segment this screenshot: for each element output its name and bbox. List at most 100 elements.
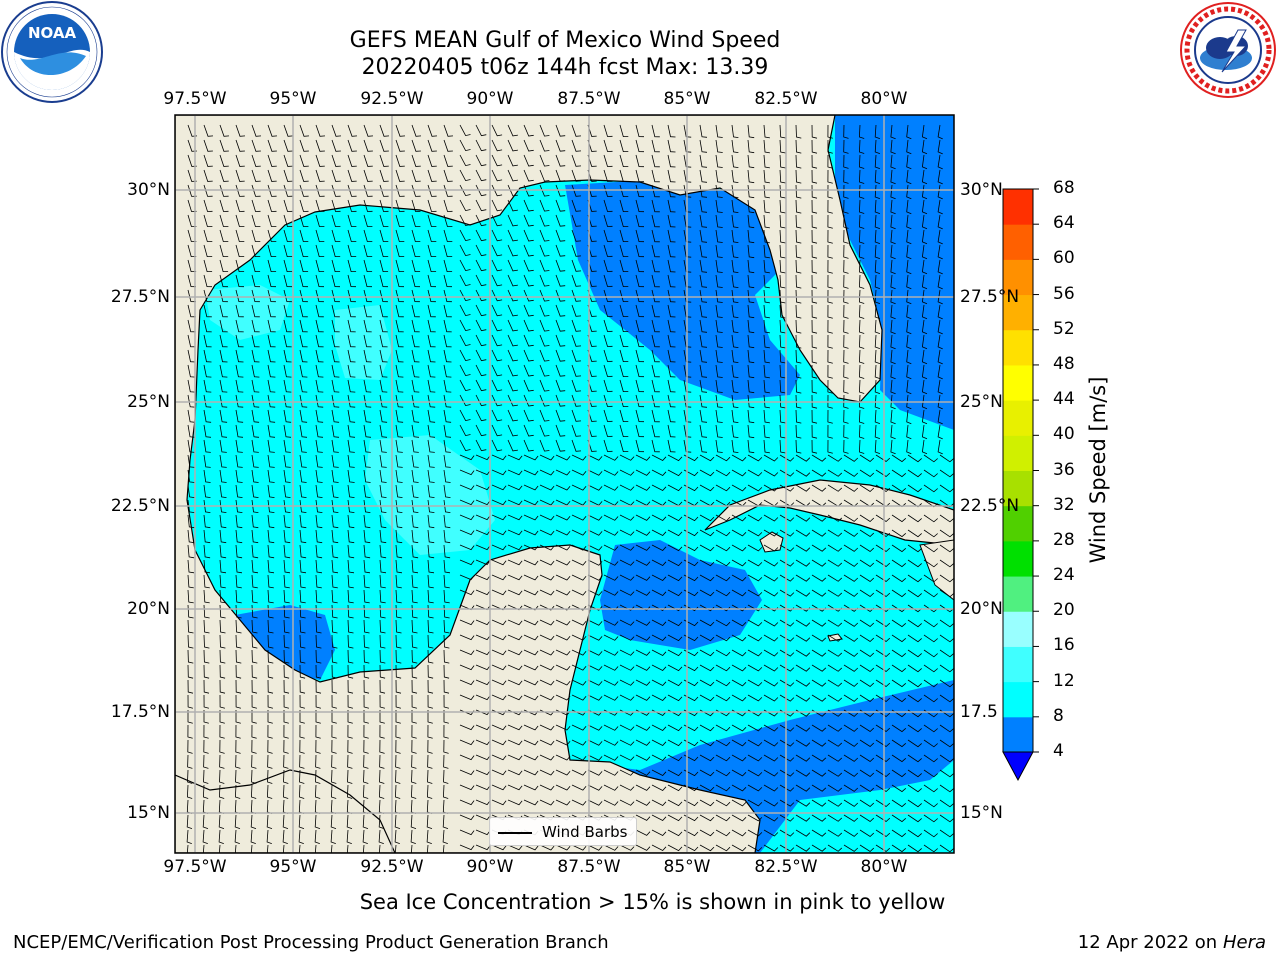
wind-barb [587, 619, 603, 626]
wind-barb [635, 439, 645, 453]
wind-barb [635, 844, 651, 851]
wind-barb [395, 544, 403, 559]
wind-barb [619, 724, 635, 731]
wind-barb [731, 409, 739, 423]
wind-barb [475, 409, 487, 422]
wind-barb [251, 694, 258, 709]
wind-barb [651, 259, 660, 273]
wind-barb [203, 499, 211, 513]
wind-barb [843, 169, 849, 184]
wind-barb [523, 499, 539, 506]
wind-barb [779, 304, 786, 319]
wind-barb [731, 184, 739, 198]
wind-barb [795, 514, 811, 522]
wind-barb [937, 349, 943, 365]
wind-barb [187, 424, 196, 438]
wind-barb [347, 424, 356, 438]
wind-barb [699, 424, 708, 438]
wind-barb [715, 364, 723, 378]
wind-barb [203, 469, 211, 483]
wind-barb [363, 484, 371, 498]
wind-barb [235, 739, 241, 754]
wind-barb [906, 154, 912, 170]
wind-barb [619, 304, 629, 318]
wind-barb [859, 724, 875, 733]
wind-barb [715, 469, 731, 477]
wind-barb [619, 589, 635, 596]
wind-barb [267, 319, 276, 333]
wind-barb [187, 484, 195, 498]
lon-tick-bottom: 92.5°W [360, 857, 424, 877]
wind-barb [651, 409, 660, 423]
wind-barb [858, 259, 865, 274]
wind-barb [715, 424, 723, 438]
wind-barb [843, 649, 859, 657]
wind-barb [571, 349, 582, 362]
wind-barb [715, 169, 723, 183]
wind-barb [619, 664, 635, 671]
wind-barb [347, 574, 354, 589]
wind-barb [251, 739, 257, 754]
wind-barb [811, 334, 818, 349]
wind-barb [603, 739, 619, 746]
wind-barb [347, 124, 358, 137]
wind-barb [859, 544, 875, 553]
wind-barb [219, 664, 226, 679]
legend-line-icon [498, 832, 532, 834]
wind-barb [203, 559, 211, 574]
wind-barb [187, 619, 194, 634]
wind-barb [827, 514, 843, 522]
wind-barb [539, 349, 550, 362]
wind-barb [779, 844, 795, 852]
wind-barb [779, 559, 795, 567]
wind-barb [731, 229, 739, 243]
wind-barb [923, 724, 938, 733]
wind-barb [779, 724, 795, 732]
wind-barb [699, 739, 715, 747]
wind-barb [699, 514, 715, 522]
wind-barb [923, 469, 938, 478]
wind-barb [699, 289, 708, 303]
wind-barb [427, 484, 435, 498]
wind-barb [715, 394, 723, 408]
wind-barb [874, 169, 881, 184]
wind-barb [379, 214, 389, 227]
wind-barb [459, 589, 475, 596]
wind-barb [921, 364, 928, 380]
wind-barb [811, 469, 827, 477]
wind-barb [379, 244, 389, 258]
wind-barb [715, 289, 723, 303]
wind-barb [715, 409, 723, 423]
wind-barb [411, 679, 418, 694]
wind-barb [747, 259, 755, 274]
wind-barb [874, 124, 881, 139]
wind-barb [299, 739, 305, 754]
wind-barb [331, 710, 337, 724]
wind-barb [715, 229, 723, 243]
wind-barb [827, 454, 843, 462]
wind-barb [347, 469, 355, 483]
wind-barb [587, 784, 603, 791]
wind-barb [939, 814, 954, 823]
wind-barb [459, 529, 475, 536]
wind-barb [235, 214, 245, 227]
wind-barb [507, 319, 518, 332]
wind-barb [763, 139, 770, 154]
wind-barb [539, 454, 555, 461]
wind-barb [427, 274, 437, 288]
wind-barb [443, 664, 450, 679]
wind-barb [555, 439, 566, 452]
wind-barb [667, 724, 683, 732]
wind-barb [331, 184, 341, 197]
wind-barb [635, 424, 645, 438]
wind-barb [763, 304, 770, 319]
wind-barb [235, 184, 245, 197]
wind-barb [635, 184, 645, 198]
wind-barb [314, 784, 321, 799]
wind-barb [923, 814, 938, 823]
wind-barb [539, 274, 550, 287]
wind-barb [507, 739, 523, 746]
wind-barb [571, 334, 582, 347]
wind-barb [202, 829, 208, 844]
wind-barb [283, 739, 289, 754]
